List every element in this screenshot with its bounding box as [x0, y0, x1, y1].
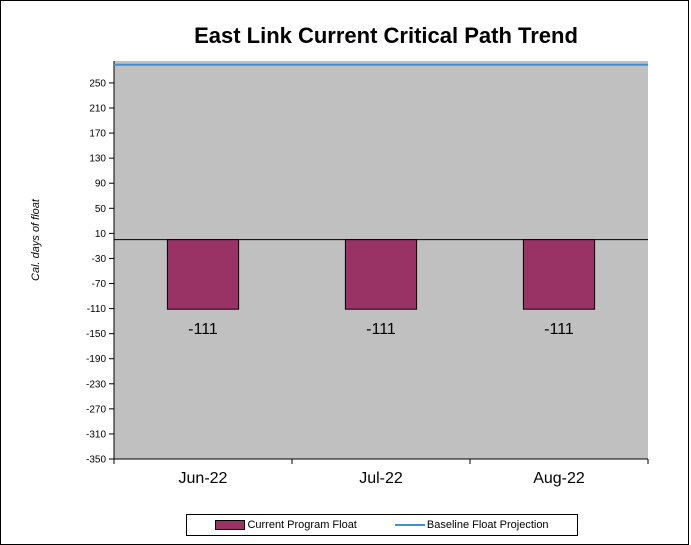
x-tick-label: Aug-22 — [533, 470, 585, 487]
y-tick-label: 170 — [89, 129, 106, 140]
y-tick-label: -150 — [86, 329, 106, 340]
y-tick-label: 130 — [89, 154, 106, 165]
legend: Current Program Float Baseline Float Pro… — [186, 514, 578, 536]
y-tick-label: 90 — [95, 179, 107, 190]
y-tick-label: -110 — [87, 304, 107, 315]
x-tick-label: Jul-22 — [359, 470, 403, 487]
y-tick-label: 10 — [95, 229, 107, 240]
y-tick-label: -350 — [86, 455, 106, 466]
y-tick-label: -310 — [86, 429, 106, 440]
data-label: -111 — [366, 321, 396, 338]
y-tick-label: -230 — [86, 379, 106, 390]
y-tick-label: -70 — [92, 279, 107, 290]
legend-label-line: Baseline Float Projection — [427, 519, 549, 531]
y-tick-label: 250 — [89, 78, 106, 89]
y-tick-label: -190 — [86, 354, 106, 365]
bar — [167, 240, 238, 310]
legend-swatch-line — [395, 524, 425, 526]
bar — [345, 240, 416, 310]
x-tick-label: Jun-22 — [179, 470, 228, 487]
legend-item-bar: Current Program Float — [215, 519, 356, 531]
y-tick-label: -30 — [92, 254, 107, 265]
chart-plot: 250 210 170 130 90 50 10 -30 -70 -110 -150 -190 -230… — [1, 1, 690, 511]
legend-item-line: Baseline Float Projection — [395, 519, 549, 531]
y-tick-label: 50 — [95, 204, 107, 215]
data-label: -111 — [188, 321, 218, 338]
data-label: -111 — [544, 321, 574, 338]
legend-label-bar: Current Program Float — [247, 519, 356, 531]
y-tick-label: 210 — [89, 104, 106, 115]
legend-swatch-bar — [215, 520, 245, 530]
y-tick-label: -270 — [86, 404, 106, 415]
bar — [523, 240, 594, 310]
